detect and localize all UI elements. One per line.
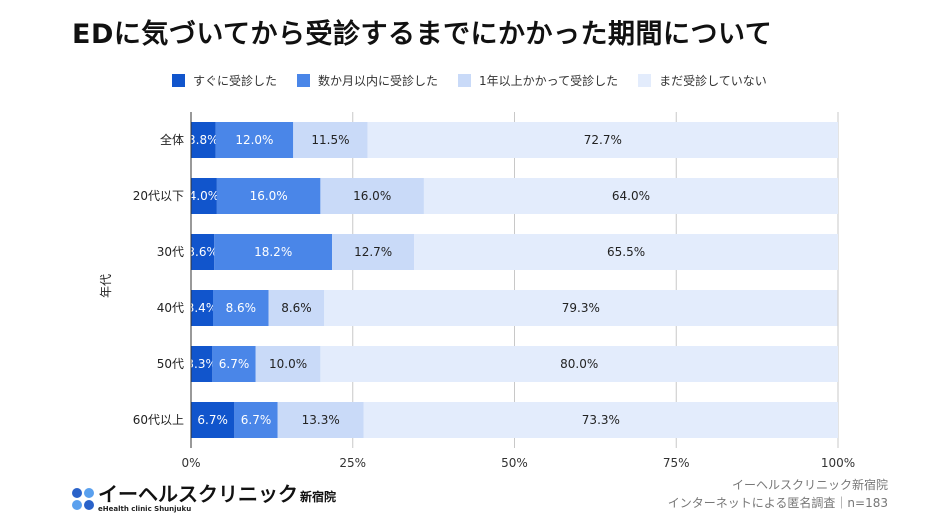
logo-location: 新宿院 [300,490,337,504]
bar-segment [191,178,217,214]
category-label: 全体 [160,132,184,147]
bar-segment [191,122,216,158]
data-label: 16.0% [250,189,288,203]
bar-segment [324,290,838,326]
data-label: 72.7% [584,133,622,147]
legend-label: 数か月以内に受診した [318,74,439,88]
source-line-2: インターネットによる匿名調査｜n=183 [667,496,888,510]
legend-label: 1年以上かかって受診した [479,74,619,88]
category-label: 20代以下 [133,189,184,203]
bar-segment [332,234,415,270]
source-note: イーヘルスクリニック新宿院 インターネットによる匿名調査｜n=183 [668,476,888,512]
chart-title: EDに気づいてから受診するまでにかかった期間について [72,19,773,50]
legend-item: 1年以上かかって受診した [458,72,618,89]
x-tick-label: 100% [821,456,855,470]
legend-label: すぐに受診した [193,74,278,88]
category-label: 40代 [157,301,184,315]
bar-segment [293,122,368,158]
bar-segment [234,402,278,438]
bar-segment [277,402,364,438]
data-label: 64.0% [612,189,650,203]
bar-segment [414,234,838,270]
y-axis-label: 年代 [99,274,113,298]
bar-segment [367,122,838,158]
bar-segment [216,178,321,214]
data-label: 73.3% [582,413,620,427]
logo-name: イーヘルスクリニック [98,482,298,506]
data-label: 18.2% [254,245,292,259]
data-label: 3.3% [186,357,217,371]
x-tick-label: 25% [339,456,366,470]
legend-label: まだ受診していない [659,74,767,88]
bar-segment [191,234,215,270]
data-label: 65.5% [607,245,645,259]
category-label: 30代 [157,245,184,259]
bar-segment [268,290,325,326]
bar-segment [191,402,235,438]
bar-segment [215,122,294,158]
bar-segment [212,290,269,326]
bar-segment [191,346,213,382]
legend-swatch [297,74,311,87]
data-label: 3.8% [188,133,219,147]
data-label: 8.6% [281,301,312,315]
data-label: 80.0% [560,357,598,371]
logo-sub: eHealth clinic Shunjuku [98,505,192,513]
data-label: 10.0% [269,357,307,371]
bar-segment [363,402,838,438]
category-label: 50代 [157,357,184,371]
bar-segment [212,346,256,382]
legend-item: 数か月以内に受診した [297,72,438,89]
bar-segment [320,178,424,214]
data-label: 79.3% [562,301,600,315]
legend-item: すぐに受診した [172,72,277,89]
bar-segment [191,290,213,326]
legend: すぐに受診した 数か月以内に受診した 1年以上かかって受診した まだ受診していない [172,72,767,89]
data-label: 16.0% [353,189,391,203]
clinic-logo: イーヘルスクリニック 新宿院 eHealth clinic Shunjuku [72,484,336,513]
logo-dots-icon [72,487,94,510]
data-label: 13.3% [302,413,340,427]
legend-swatch [638,74,652,87]
data-label: 12.0% [235,133,273,147]
bar-segment [320,346,838,382]
data-label: 11.5% [311,133,349,147]
data-label: 3.4% [187,301,218,315]
data-label: 6.7% [197,413,228,427]
category-label: 60代以上 [133,413,184,427]
data-label: 4.0% [189,189,220,203]
x-tick-label: 50% [501,456,528,470]
x-tick-label: 75% [663,456,690,470]
data-label: 3.6% [187,245,218,259]
legend-swatch [172,74,185,87]
legend-swatch [458,74,472,87]
x-tick-label: 0% [181,456,200,470]
data-label: 6.7% [219,357,250,371]
data-label: 6.7% [241,413,272,427]
bar-segment [423,178,838,214]
source-line-1: イーヘルスクリニック新宿院 [731,478,888,492]
data-label: 8.6% [226,301,257,315]
legend-item: まだ受診していない [638,72,767,89]
bar-segment [255,346,321,382]
data-label: 12.7% [354,245,392,259]
bar-segment [214,234,333,270]
